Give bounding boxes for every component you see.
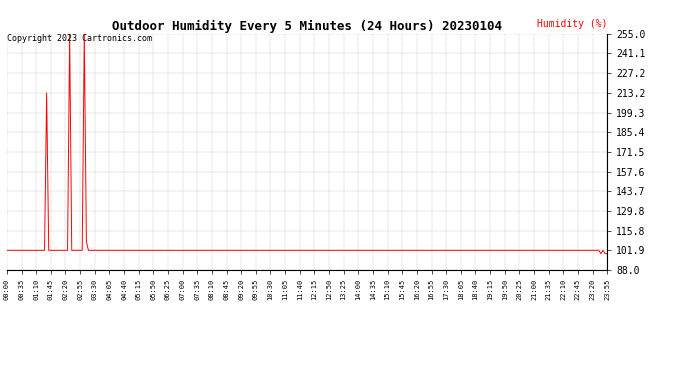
Text: Humidity (%): Humidity (%) (537, 19, 607, 29)
Title: Outdoor Humidity Every 5 Minutes (24 Hours) 20230104: Outdoor Humidity Every 5 Minutes (24 Hou… (112, 20, 502, 33)
Text: Copyright 2023 Cartronics.com: Copyright 2023 Cartronics.com (7, 34, 152, 43)
